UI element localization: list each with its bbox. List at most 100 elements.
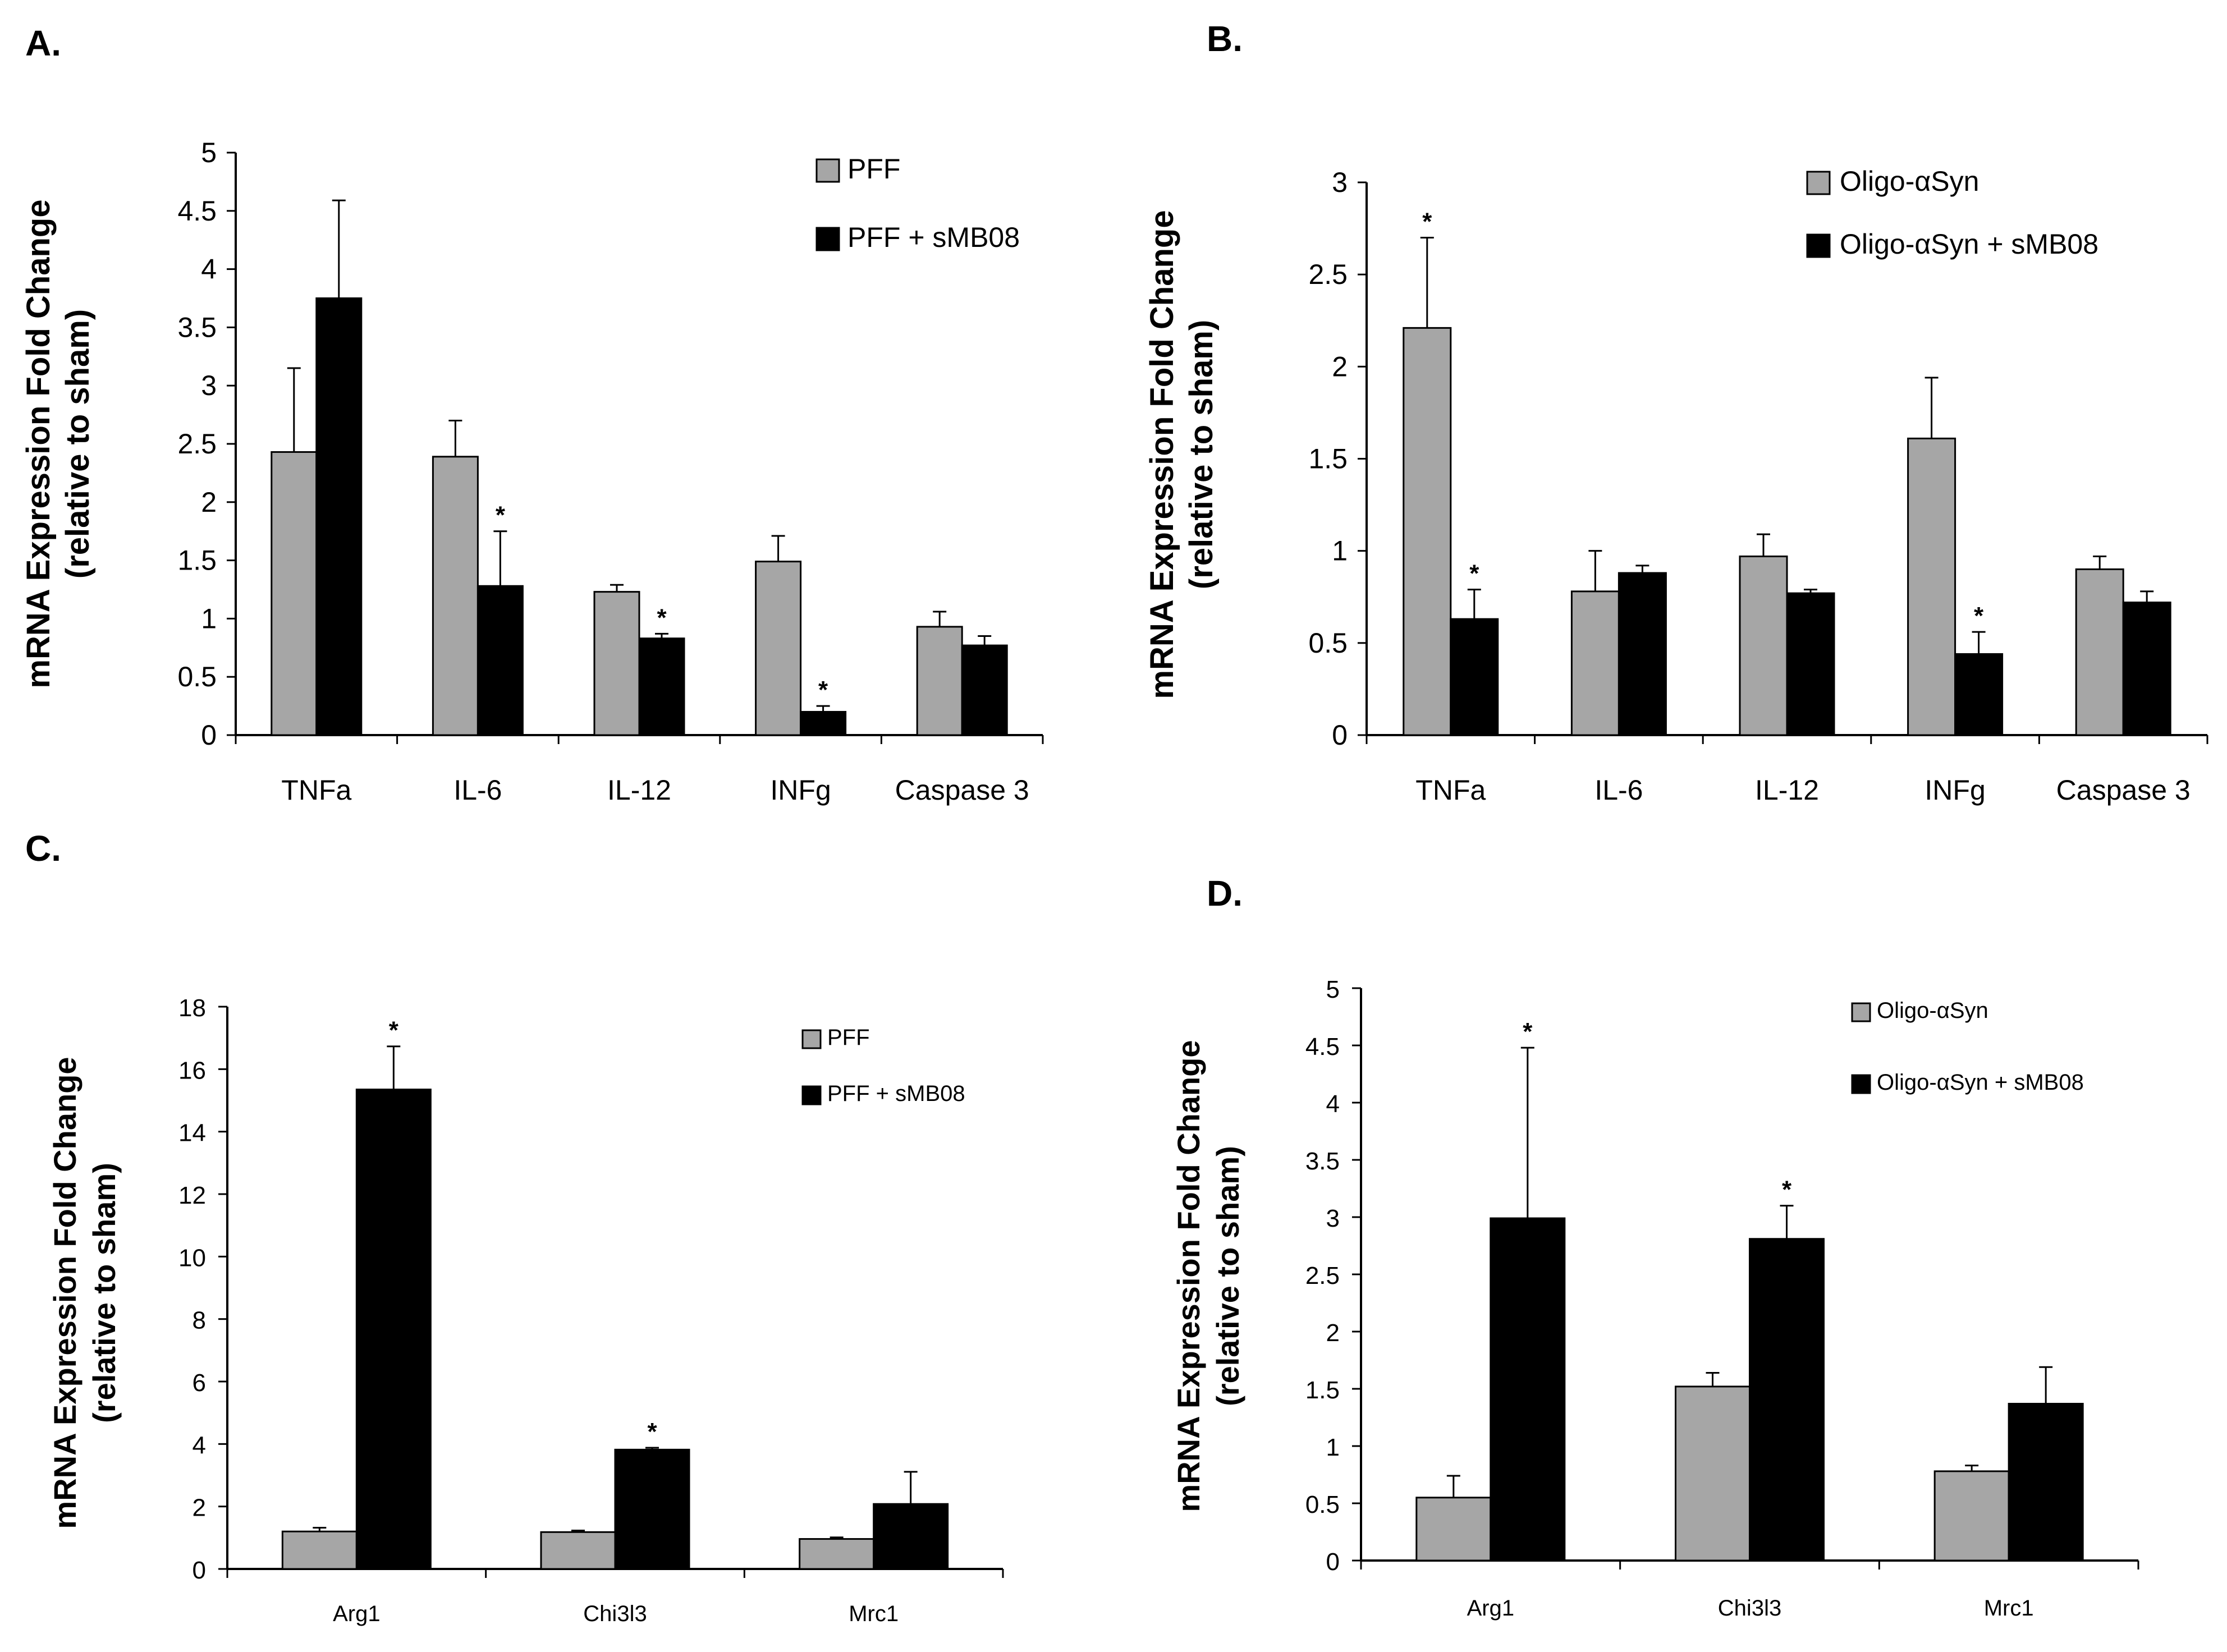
bar-series-1 bbox=[1570, 590, 1620, 736]
legend-label: PFF bbox=[847, 153, 900, 185]
bar-series-2 bbox=[800, 710, 847, 736]
y-tick-label: 0.5 bbox=[1308, 627, 1348, 659]
y-tick-label: 6 bbox=[193, 1369, 206, 1397]
legend-swatch bbox=[815, 158, 840, 183]
y-tick-label: 0 bbox=[201, 719, 217, 751]
y-axis-label: mRNA Expression Fold Change bbox=[1144, 210, 1180, 699]
y-tick-label: 2.5 bbox=[1305, 1262, 1340, 1290]
y-tick-label: 2 bbox=[1326, 1319, 1340, 1347]
category-label: Chi3l3 bbox=[583, 1601, 647, 1626]
bar-series-2 bbox=[1749, 1238, 1825, 1562]
significance-star: * bbox=[1782, 1176, 1792, 1204]
category-label: Mrc1 bbox=[1984, 1596, 2034, 1621]
y-tick-label: 1 bbox=[1326, 1434, 1340, 1461]
y-tick-label: 10 bbox=[178, 1244, 206, 1272]
y-tick-label: 1.5 bbox=[177, 545, 217, 576]
y-tick-label: 4 bbox=[193, 1431, 206, 1459]
significance-star: * bbox=[647, 1418, 657, 1446]
y-tick-label: 4.5 bbox=[1305, 1033, 1340, 1061]
significance-star: * bbox=[657, 604, 667, 631]
y-axis-label: (relative to sham) bbox=[1210, 1146, 1245, 1406]
category-label: IL-6 bbox=[1594, 774, 1643, 806]
legend-swatch bbox=[1851, 1074, 1871, 1094]
legend-label: PFF + sMB08 bbox=[827, 1081, 965, 1106]
significance-star: * bbox=[1422, 208, 1432, 236]
y-tick-label: 14 bbox=[178, 1119, 206, 1147]
y-tick-label: 2 bbox=[1332, 351, 1348, 382]
chart-c: 0 2 4 6 8 10 12 14 16 18 mRNA Expression Fold Chan… bbox=[47, 994, 1004, 1626]
chart-d: 0 0.5 1 1.5 2 2.5 3 3.5 4 4.5 5 mRNA Expression Fol… bbox=[1171, 976, 2139, 1621]
chart-a: 0 0.5 1 1.5 2 2.5 3 3.5 4 4.5 5 mRNA Expression Fol… bbox=[20, 137, 1044, 806]
legend-label: PFF + sMB08 bbox=[847, 222, 1020, 253]
y-tick-label: 0 bbox=[1332, 719, 1348, 751]
category-label: TNFa bbox=[281, 774, 351, 806]
bar-series-2 bbox=[2122, 602, 2171, 736]
y-tick-label: 0 bbox=[1326, 1548, 1340, 1576]
y-tick-label: 5 bbox=[1326, 976, 1340, 1003]
bar-series-2 bbox=[1786, 592, 1835, 736]
y-tick-label: 18 bbox=[178, 994, 206, 1022]
bar-series-1 bbox=[916, 626, 963, 736]
bar-series-2 bbox=[315, 297, 363, 736]
y-tick-label: 2 bbox=[193, 1494, 206, 1522]
legend-swatch bbox=[801, 1029, 822, 1049]
category-label: Caspase 3 bbox=[2056, 774, 2191, 806]
category-label: INFg bbox=[770, 774, 831, 806]
y-tick-label: 12 bbox=[178, 1182, 206, 1209]
bar-series-1 bbox=[1403, 327, 1452, 736]
legend-swatch bbox=[1806, 233, 1831, 258]
y-axis-label: (relative to sham) bbox=[1183, 320, 1220, 589]
chart-b: 0 0.5 1 1.5 2 2.5 3 mRNA Expression Fold Change… bbox=[1144, 166, 2208, 806]
category-label: Mrc1 bbox=[849, 1601, 899, 1626]
bar-series-1 bbox=[1907, 437, 1956, 736]
y-tick-label: 0 bbox=[193, 1557, 206, 1584]
bar-series-2 bbox=[476, 585, 524, 736]
y-tick-label: 0.5 bbox=[177, 661, 217, 692]
category-label: INFg bbox=[1924, 774, 1985, 806]
bar-series-1 bbox=[799, 1538, 875, 1570]
y-tick-label: 3 bbox=[1326, 1205, 1340, 1232]
y-axis-label: (relative to sham) bbox=[59, 309, 96, 579]
bar-series-2 bbox=[638, 637, 685, 736]
y-tick-label: 0.5 bbox=[1305, 1491, 1340, 1518]
category-label: IL-6 bbox=[453, 774, 502, 806]
bar-series-1 bbox=[1415, 1497, 1492, 1562]
panel-letter-a: A. bbox=[25, 23, 61, 63]
legend-swatch bbox=[801, 1085, 822, 1105]
bar-series-1 bbox=[432, 456, 479, 736]
bar-series-2 bbox=[873, 1503, 949, 1570]
category-label: TNFa bbox=[1415, 774, 1486, 806]
significance-star: * bbox=[1523, 1018, 1533, 1045]
bar-series-1 bbox=[281, 1530, 358, 1570]
y-tick-label: 2.5 bbox=[177, 428, 217, 460]
y-tick-label: 1.5 bbox=[1305, 1376, 1340, 1404]
bar-series-1 bbox=[593, 591, 640, 736]
category-label: Chi3l3 bbox=[1718, 1596, 1781, 1621]
category-label: Caspase 3 bbox=[895, 774, 1029, 806]
y-tick-label: 3 bbox=[201, 370, 217, 401]
significance-star: * bbox=[818, 676, 828, 704]
bar-series-2 bbox=[961, 644, 1008, 736]
bar-series-2 bbox=[1490, 1217, 1566, 1562]
significance-star: * bbox=[1469, 560, 1479, 588]
y-tick-label: 1.5 bbox=[1308, 443, 1348, 475]
legend-label: Oligo-αSyn bbox=[1840, 166, 1979, 197]
y-tick-label: 1 bbox=[201, 603, 217, 634]
y-axis-label: mRNA Expression Fold Change bbox=[47, 1057, 83, 1529]
bar-series-1 bbox=[1933, 1470, 2010, 1562]
legend-label: Oligo-αSyn + sMB08 bbox=[1877, 1070, 2084, 1095]
y-tick-label: 2 bbox=[201, 487, 217, 518]
bar-series-2 bbox=[1617, 572, 1667, 736]
y-tick-label: 4.5 bbox=[177, 195, 217, 227]
bar-series-2 bbox=[1954, 653, 2004, 736]
y-tick-label: 8 bbox=[193, 1307, 206, 1334]
y-axis-label: mRNA Expression Fold Change bbox=[1171, 1040, 1206, 1512]
y-tick-label: 3.5 bbox=[177, 311, 217, 343]
y-axis-label: mRNA Expression Fold Change bbox=[20, 199, 57, 688]
bar-series-1 bbox=[271, 451, 318, 736]
legend-swatch bbox=[815, 227, 840, 251]
bar-series-1 bbox=[2075, 568, 2124, 736]
legend-label: Oligo-αSyn + sMB08 bbox=[1840, 228, 2098, 260]
category-label: Arg1 bbox=[333, 1601, 381, 1626]
y-tick-label: 1 bbox=[1332, 535, 1348, 567]
